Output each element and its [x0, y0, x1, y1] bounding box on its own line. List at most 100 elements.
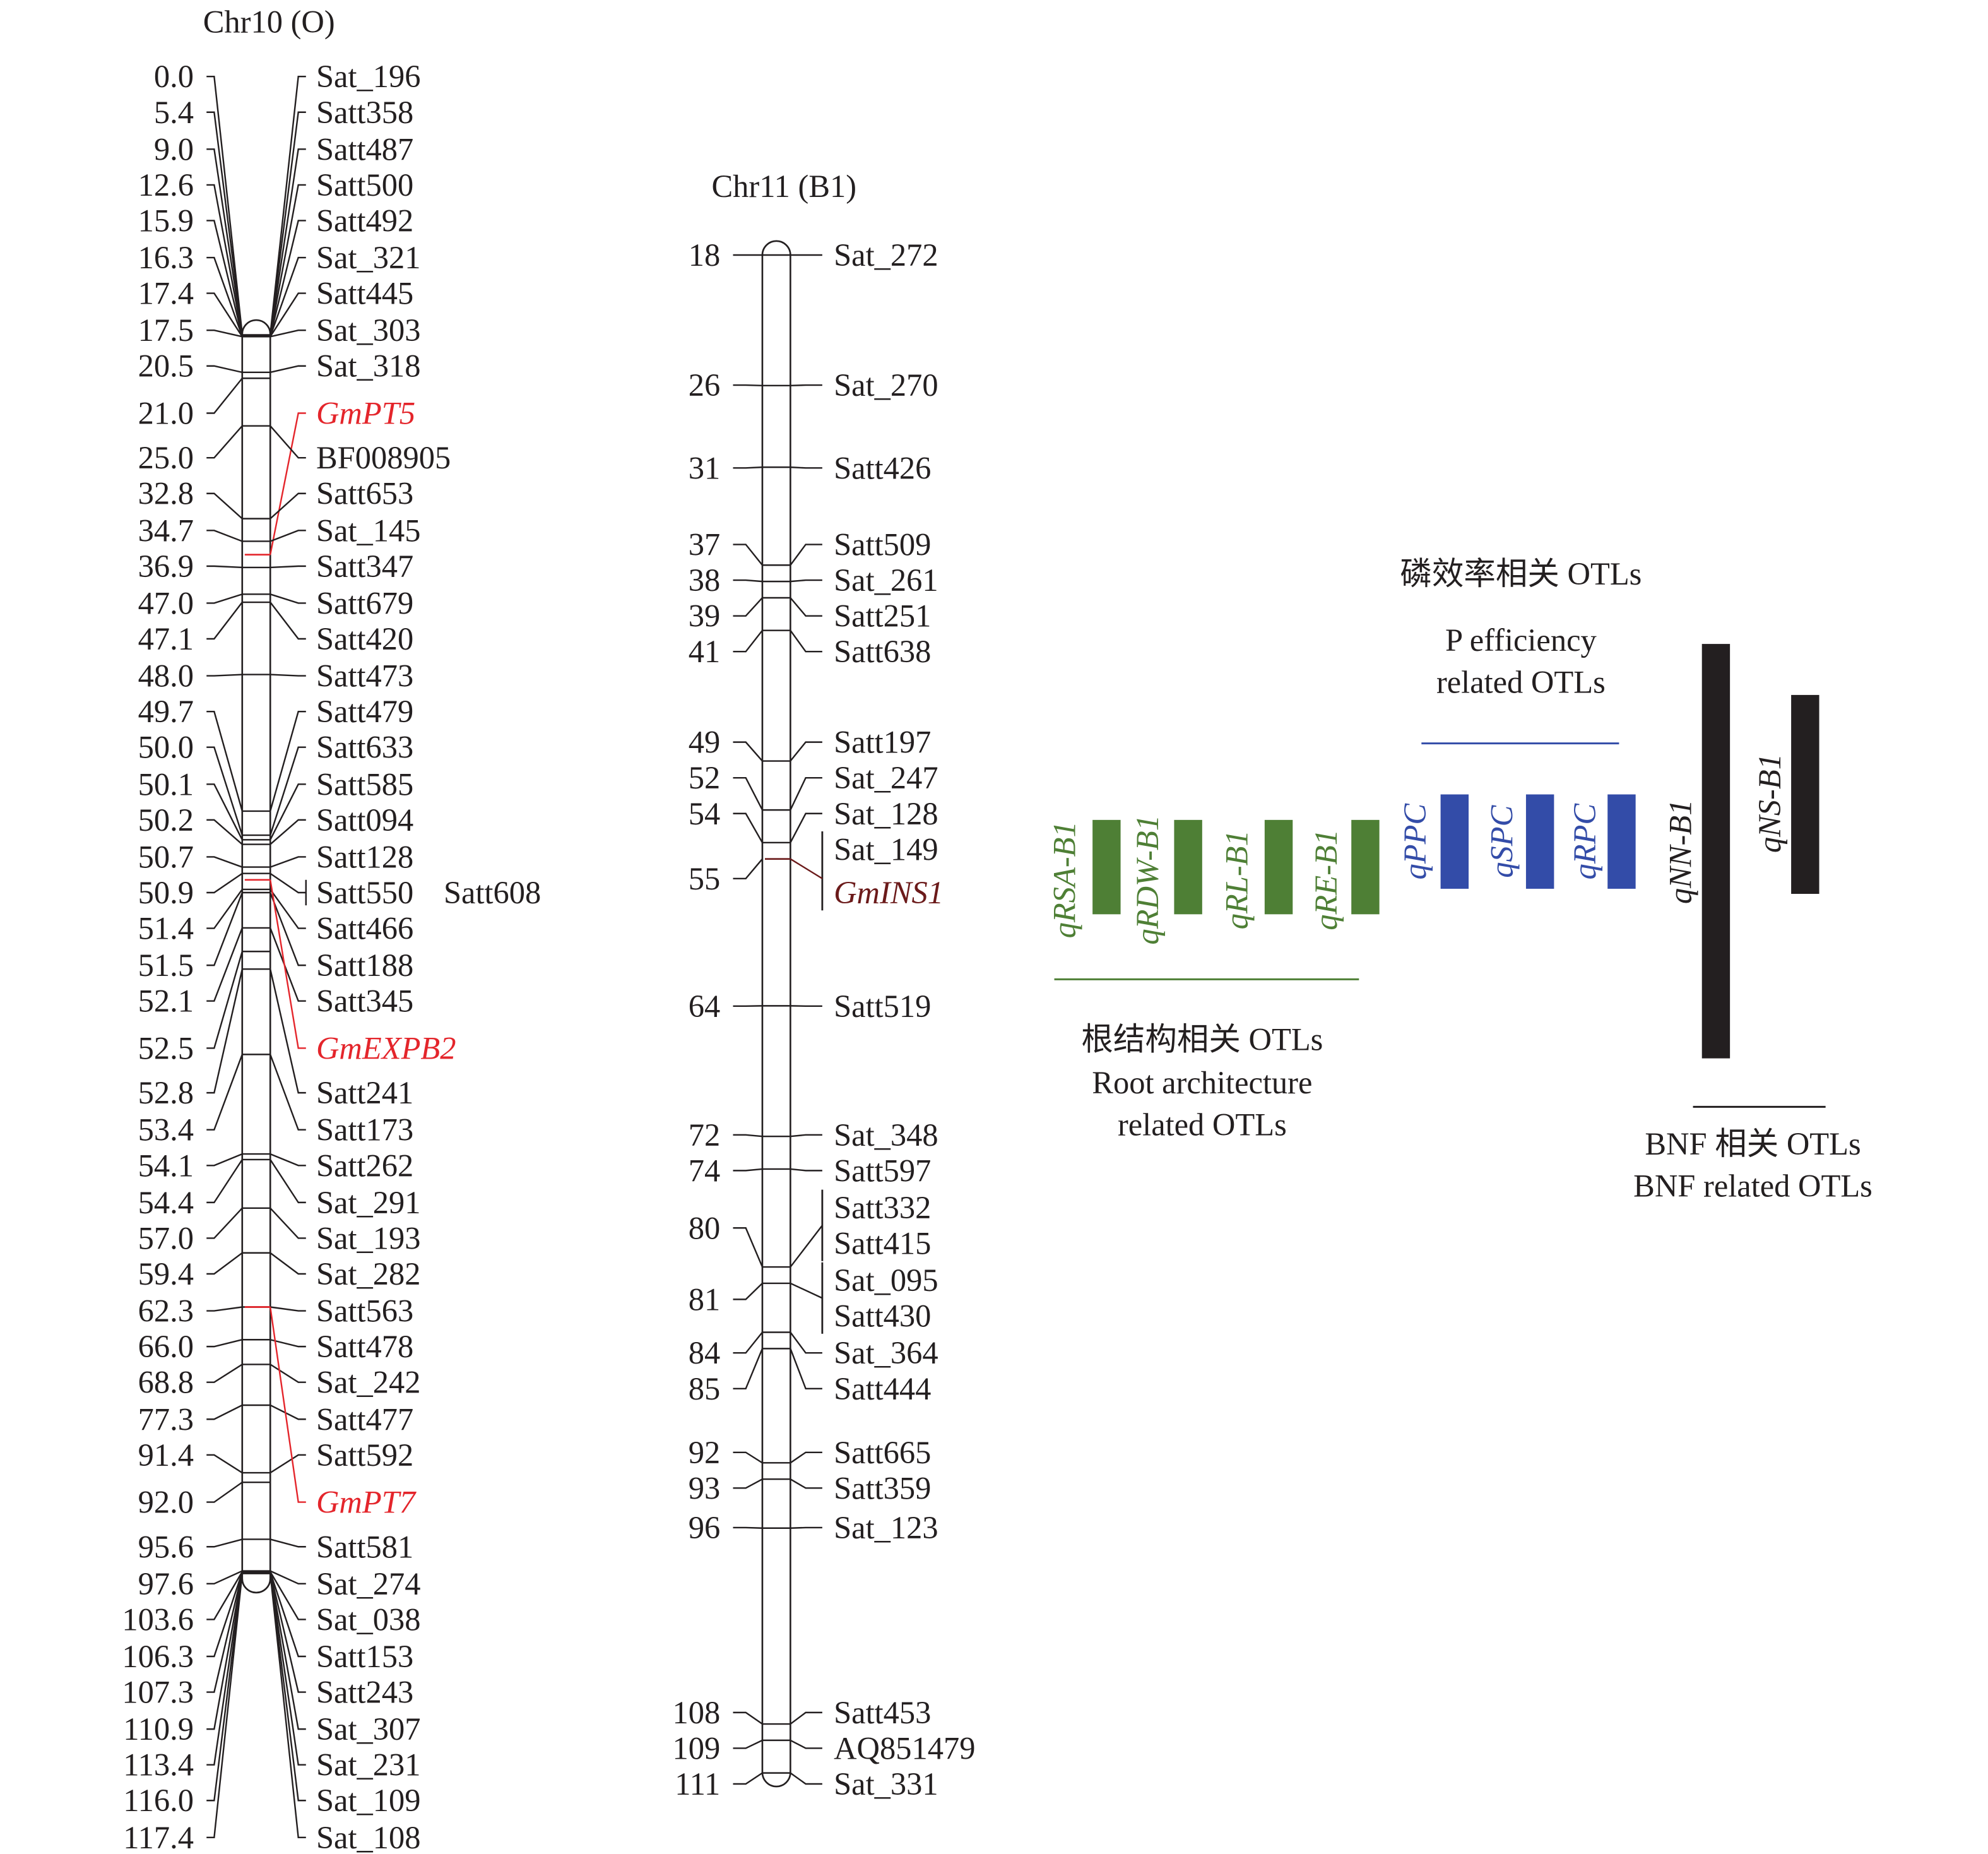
left-connector-line [206, 1054, 243, 1131]
right-connector-line [269, 819, 306, 845]
qtl-bar [1092, 819, 1121, 915]
qtl-label: qSPC [1484, 804, 1520, 877]
right-connector-line [790, 1225, 823, 1268]
marker-position: 47.0 [138, 585, 194, 621]
chr10-marker: 16.3 Sat_321 [138, 240, 420, 338]
chr11-marker: 72 Sat_348 [689, 1117, 938, 1153]
left-connector-line [206, 530, 243, 542]
right-connector-line [790, 579, 822, 583]
right-connector-line [790, 629, 822, 653]
marker-position: 59.4 [138, 1256, 194, 1292]
marker-position: 116.0 [123, 1783, 194, 1818]
left-connector-line [206, 783, 243, 840]
chr10-marker: 68.8 Sat_242 [138, 1364, 421, 1400]
left-connector-line [733, 1478, 763, 1489]
right-connector-line [269, 412, 306, 555]
marker-position: 50.0 [138, 730, 194, 765]
p-eff-group-title-cn: 磷效率相关 OTLs [1400, 556, 1642, 591]
chr10-marker: 106.3 Satt153 [122, 1571, 413, 1674]
marker-name: Satt128 [316, 839, 413, 874]
left-connector-line [206, 329, 243, 338]
marker-position: 47.1 [138, 621, 194, 657]
marker-position: 55 [689, 861, 721, 896]
marker-name: Sat_149 [834, 831, 938, 867]
left-connector-line [733, 1772, 763, 1785]
right-connector-line [269, 602, 306, 640]
marker-name: Satt679 [316, 585, 413, 621]
chr10-marker: 117.4 Sat_108 [123, 1572, 420, 1854]
chr10-marker: 57.0 Sat_193 [138, 1207, 421, 1256]
marker-position: 50.2 [138, 802, 194, 838]
marker-name: Satt153 [316, 1639, 413, 1674]
left-connector-line [206, 951, 243, 1049]
marker-position: 34.7 [138, 513, 194, 548]
left-connector-line [733, 1134, 763, 1138]
qtl-bar [1264, 819, 1293, 915]
left-connector-line [206, 1153, 243, 1167]
left-connector-line [206, 111, 244, 335]
gene-label: GmPT5 [316, 395, 415, 431]
chr10-marker: 116.0 Sat_109 [123, 1572, 421, 1818]
marker-name: Sat_193 [316, 1220, 421, 1256]
marker-position: 26 [689, 367, 721, 403]
marker-name: Sat_331 [834, 1766, 938, 1802]
chr10-marker: 50.0 Satt633 [138, 730, 413, 836]
marker-name: Satt466 [316, 911, 413, 946]
chr10-marker: 97.6 Sat_274 [138, 1566, 421, 1601]
right-connector-line [269, 1307, 306, 1503]
bnf-group-title-cn: BNF 相关 OTLs [1645, 1126, 1861, 1162]
chr10-marker: 62.3 Satt563 [138, 1293, 414, 1329]
chr10-marker: 92.0 GmPT7 [138, 1306, 417, 1520]
marker-position: 80 [689, 1210, 721, 1245]
chr11-chromosome-bar [761, 240, 791, 1788]
marker-position: 54.1 [138, 1148, 194, 1183]
chr11-marker: 85 Satt444 [689, 1348, 931, 1406]
right-connector-line [270, 1306, 306, 1312]
right-connector-line [269, 593, 306, 604]
gene-label: GmPT7 [316, 1485, 417, 1520]
marker-position: 52.8 [138, 1075, 194, 1110]
marker-name: Sat_242 [316, 1365, 421, 1400]
marker-name: Satt581 [316, 1529, 413, 1564]
right-connector-line [269, 872, 306, 894]
left-connector-line [206, 1404, 243, 1420]
left-connector-line [206, 602, 243, 640]
marker-name: Sat_095 [834, 1263, 938, 1298]
marker-name: Satt251 [834, 598, 931, 634]
left-connector-line [206, 1339, 243, 1348]
right-connector-line [269, 1573, 306, 1802]
marker-name: Sat_231 [316, 1747, 421, 1783]
chr10-marker: 52.5 GmEXPB2 [138, 879, 456, 1066]
left-connector-line [206, 565, 242, 569]
marker-name: Sat_038 [316, 1601, 421, 1637]
marker-position: 52 [689, 760, 721, 795]
marker-position: 54 [689, 796, 721, 831]
left-connector-line [206, 1570, 243, 1585]
marker-name: Sat_109 [316, 1783, 421, 1818]
marker-position: 32.8 [138, 476, 194, 511]
chr11-marker: 84 Sat_364 [689, 1331, 938, 1370]
left-connector-line [206, 1572, 243, 1730]
right-connector-line [269, 1572, 306, 1658]
chr11-marker: 64 Satt519 [689, 989, 932, 1024]
right-connector-line [269, 1153, 306, 1167]
qtl-label: qRPC [1567, 803, 1602, 880]
left-connector-line [206, 1572, 243, 1658]
marker-position: 68.8 [138, 1365, 194, 1400]
left-connector-line [206, 1252, 243, 1275]
marker-position: 64 [689, 989, 721, 1024]
marker-position: 72 [689, 1117, 721, 1153]
gene-label: GmEXPB2 [316, 1030, 456, 1066]
qtl-label: qNS-B1 [1752, 754, 1787, 853]
right-connector-line [269, 1159, 306, 1204]
right-connector-line [269, 329, 306, 338]
marker-name: Sat_307 [316, 1711, 421, 1747]
marker-position: 92.0 [138, 1485, 194, 1520]
marker-name: Sat_364 [834, 1335, 938, 1370]
marker-position: 52.1 [138, 983, 194, 1019]
right-connector-line [790, 1331, 822, 1354]
left-connector-line [733, 466, 763, 469]
right-connector-line [269, 1404, 306, 1420]
